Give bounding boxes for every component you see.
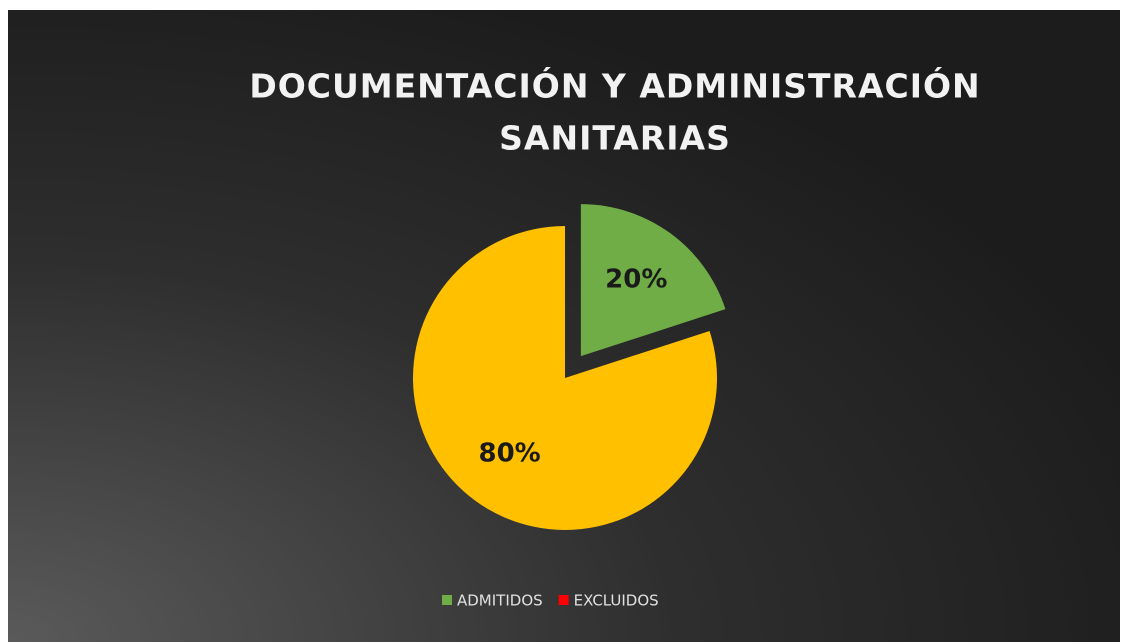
chart-title: SANITARIAS [499,119,731,158]
value-label: 20% [605,264,667,294]
pie-slice [580,204,726,357]
legend-label: EXCLUIDOS [574,592,659,610]
legend-swatch [442,595,452,605]
chart-title: DOCUMENTACIÓN Y ADMINISTRACIÓN [249,66,980,106]
value-label: 80% [478,439,540,469]
pie-slice [413,226,717,530]
legend-swatch [558,595,569,605]
legend-label: ADMITIDOS [457,592,543,610]
